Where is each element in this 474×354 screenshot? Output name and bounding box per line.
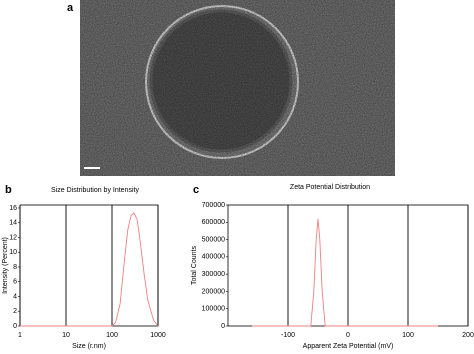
y-tick-label: 300000 (202, 271, 225, 278)
y-axis-label: Intensity (Percent) (2, 237, 9, 294)
chart-title: Size Distribution by Intensity (51, 187, 139, 194)
y-tick-label: 600000 (202, 219, 225, 226)
x-axis-label: Apparent Zeta Potential (mV) (303, 343, 394, 350)
chart-title: Zeta Potential Distribution (290, 184, 370, 191)
y-tick-label: 6 (13, 279, 17, 286)
y-tick-label: 12 (9, 234, 17, 241)
y-tick-label: 8 (13, 264, 17, 271)
panel-label: a (67, 2, 74, 14)
x-axis-label: Size (r.nm) (72, 343, 106, 350)
x-tick-label: 0 (346, 332, 350, 339)
y-tick-label: 14 (9, 220, 17, 227)
x-tick-label: 200 (462, 332, 474, 339)
panel-label: b (5, 184, 12, 196)
y-tick-label: 10 (9, 249, 17, 256)
y-tick-label: 100000 (202, 306, 225, 313)
x-tick-label: -100 (281, 332, 295, 339)
x-tick-label: 100 (106, 332, 118, 339)
y-tick-label: 0 (13, 323, 17, 330)
y-axis-label: Total Counts (191, 246, 198, 285)
data-line (20, 212, 159, 327)
data-line (252, 218, 438, 327)
panel-label: c (193, 184, 199, 196)
x-tick-label: 100 (402, 332, 414, 339)
y-tick-label: 4 (13, 293, 17, 300)
x-tick-label: 1000 (150, 332, 166, 339)
y-tick-label: 2 (13, 308, 17, 315)
y-tick-label: 400000 (202, 254, 225, 261)
y-tick-label: 16 (9, 205, 17, 212)
y-tick-label: 500000 (202, 236, 225, 243)
y-tick-label: 0 (221, 323, 225, 330)
y-tick-label: 200000 (202, 288, 225, 295)
tem-image (80, 0, 395, 176)
x-tick-label: 1 (18, 332, 22, 339)
y-tick-label: 700000 (202, 202, 225, 209)
x-tick-label: 10 (62, 332, 70, 339)
